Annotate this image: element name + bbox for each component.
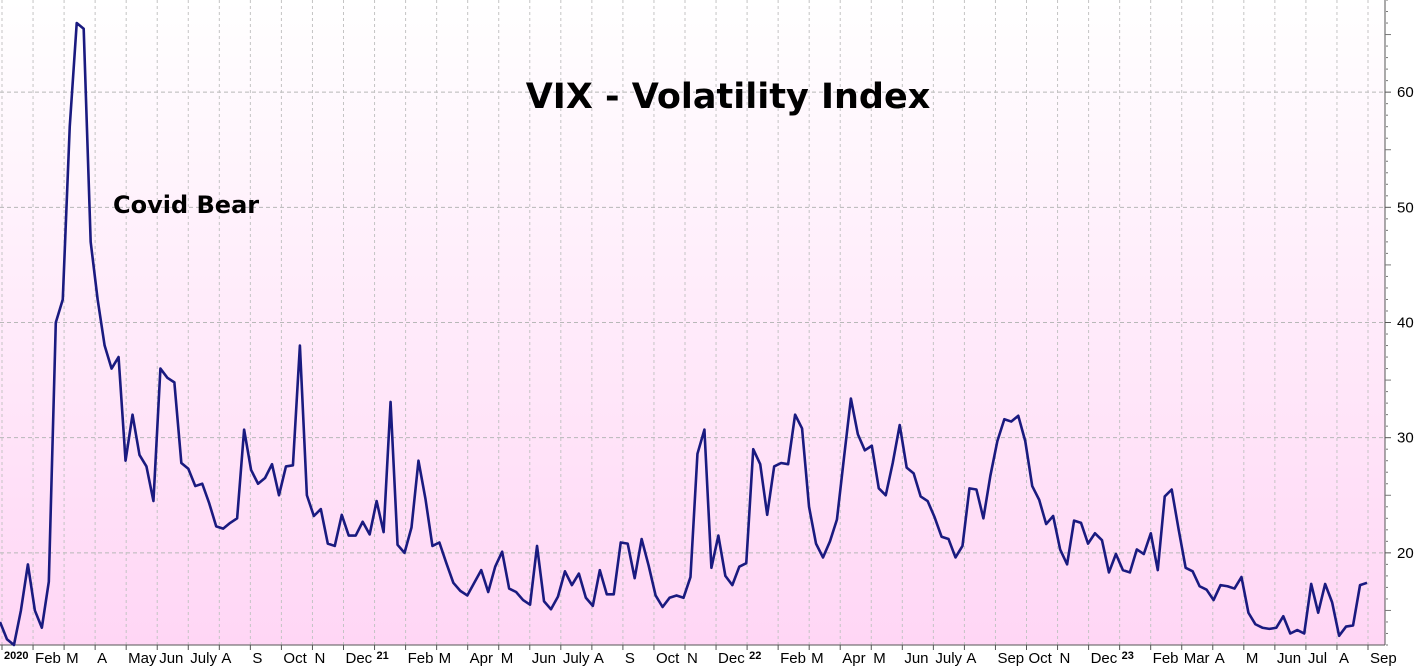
x-tick-label: Apr [470,650,493,667]
y-tick-label: 20 [1397,545,1414,562]
x-tick-label: N [314,650,325,667]
x-tick-label: A [1215,650,1225,667]
x-tick-label: A [97,650,107,667]
x-tick-label: M [66,650,79,667]
x-tick-label: July [563,650,590,667]
x-tick-label: S [625,650,635,667]
x-year-label: 2020 [4,650,28,662]
x-tick-label: Feb [780,650,806,667]
x-tick-label: A [221,650,231,667]
x-tick-label: N [1060,650,1071,667]
y-tick-label: 30 [1397,430,1414,447]
x-tick-label: A [594,650,604,667]
x-tick-label: Oct [656,650,680,667]
x-axis-panel [0,645,1419,667]
y-tick-label: 60 [1397,84,1414,101]
x-tick-label: N [687,650,698,667]
x-tick-label: S [252,650,262,667]
x-year-label: 22 [749,650,761,662]
x-tick-label: Sep [1370,650,1397,667]
x-tick-label: Apr [842,650,865,667]
x-tick-label: Dec [718,650,745,667]
x-ticks: 2020 Feb M A May Jun July A S Oct N Dec 21 Feb M Apr M Ju… [1,645,1397,667]
x-tick-label: Oct [1029,650,1053,667]
x-tick-label: M [873,650,886,667]
x-tick-label: July [935,650,962,667]
chart-title: VIX - Volatility Index [526,77,931,117]
x-tick-label: Mar [1184,650,1210,667]
x-tick-label: Feb [35,650,61,667]
series-line-vix [0,21,1368,647]
x-tick-label: Dec [1091,650,1118,667]
x-tick-label: M [1246,650,1259,667]
x-tick-label: July [190,650,217,667]
x-tick-label: A [966,650,976,667]
y-tick-label: 50 [1397,199,1414,216]
x-tick-label: M [501,650,514,667]
x-tick-label: A [1339,650,1349,667]
x-tick-label: Feb [1153,650,1179,667]
x-tick-label: May [128,650,157,667]
x-tick-label: Jun [1277,650,1301,667]
y-ticks: 20 30 40 50 60 [1385,0,1414,646]
x-tick-label: Jul [1308,650,1327,667]
x-tick-label: Jun [532,650,556,667]
x-tick-label: Oct [283,650,307,667]
x-tick-label: Jun [159,650,183,667]
x-tick-label: M [439,650,452,667]
x-year-label: 21 [377,650,389,662]
x-tick-label: M [811,650,824,667]
x-tick-label: Sep [997,650,1024,667]
x-tick-label: Dec [346,650,373,667]
x-tick-label: Jun [904,650,928,667]
x-tick-label: Feb [408,650,434,667]
y-tick-label: 40 [1397,315,1414,332]
chart-annotation: Covid Bear [113,191,259,219]
x-year-label: 23 [1122,650,1134,662]
